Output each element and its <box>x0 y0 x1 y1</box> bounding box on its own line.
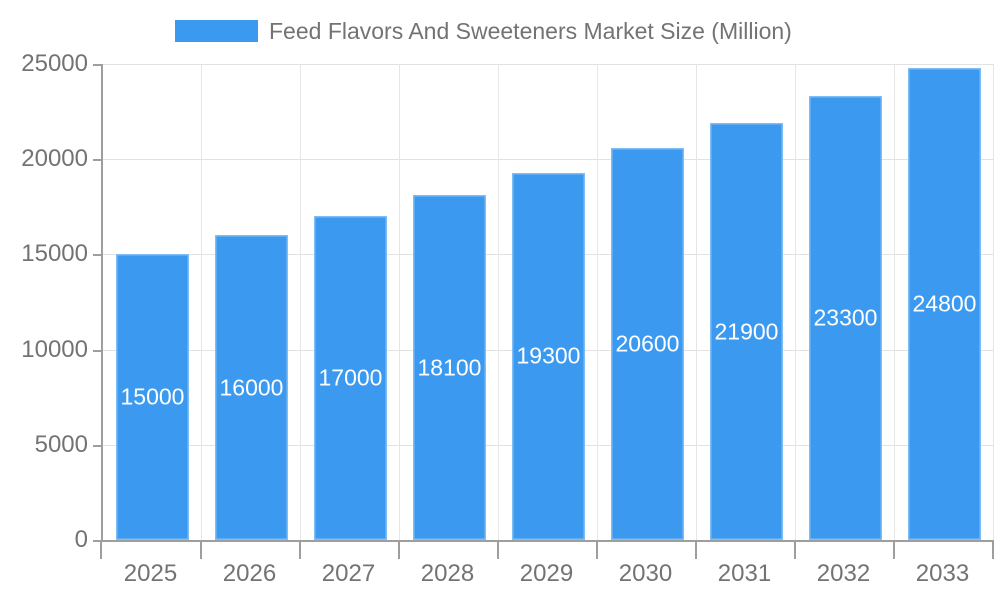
x-tick-label: 2031 <box>717 560 772 587</box>
bar-2027[interactable]: 17000 <box>314 216 387 540</box>
bar-value-label: 21900 <box>714 318 779 345</box>
bar-value-label: 20600 <box>615 330 680 357</box>
bar-2033[interactable]: 24800 <box>908 67 981 540</box>
y-tick-label: 25000 <box>21 50 88 77</box>
x-tick-label: 2033 <box>915 560 970 587</box>
y-axis-tick <box>93 159 101 162</box>
bar-value-label: 18100 <box>417 354 482 381</box>
bar-value-label: 24800 <box>912 290 977 317</box>
gridline-vertical <box>300 64 301 540</box>
bar-value-label: 15000 <box>120 383 185 410</box>
y-tick-label: 20000 <box>21 145 88 173</box>
gridline-horizontal <box>103 159 994 161</box>
x-axis-tick <box>100 542 102 559</box>
legend-swatch <box>175 20 258 42</box>
x-axis-tick <box>200 542 202 559</box>
x-tick-label: 2029 <box>519 560 574 587</box>
y-tick-label: 0 <box>74 526 88 553</box>
x-tick-label: 2028 <box>420 560 475 587</box>
gridline-vertical <box>399 64 400 540</box>
bar-2025[interactable]: 15000 <box>116 254 189 540</box>
gridline-vertical <box>795 64 796 540</box>
bar-2031[interactable]: 21900 <box>710 123 783 540</box>
legend-title: Feed Flavors And Sweeteners Market Size … <box>269 18 792 44</box>
x-tick-label: 2025 <box>123 560 178 587</box>
bar-2029[interactable]: 19300 <box>512 172 585 540</box>
x-axis-tick <box>398 542 400 559</box>
x-tick-label: 2030 <box>618 560 673 587</box>
bar-2026[interactable]: 16000 <box>215 235 288 540</box>
bar-value-label: 17000 <box>318 364 383 391</box>
gridline-vertical <box>597 64 598 540</box>
x-axis-tick <box>497 542 499 559</box>
y-axis-tick <box>93 540 101 542</box>
gridline-vertical <box>894 64 895 540</box>
legend-item[interactable]: Feed Flavors And Sweeteners Market Size … <box>175 17 792 45</box>
gridline-vertical <box>201 64 202 540</box>
x-tick-label: 2027 <box>321 560 376 587</box>
bar-2028[interactable]: 18100 <box>413 195 486 540</box>
x-axis-tick <box>596 542 598 559</box>
bar-value-label: 16000 <box>219 374 284 401</box>
gridline-vertical <box>498 64 499 540</box>
y-axis-tick <box>93 349 101 352</box>
y-axis-tick <box>93 64 101 66</box>
x-axis-tick <box>299 542 301 559</box>
y-axis-tick <box>93 444 101 447</box>
y-axis-tick <box>93 254 101 257</box>
bar-value-label: 23300 <box>813 304 878 331</box>
x-axis-tick <box>992 542 994 559</box>
x-axis-tick <box>695 542 697 559</box>
gridline-vertical <box>993 64 994 540</box>
bar-2032[interactable]: 23300 <box>809 96 882 540</box>
x-tick-label: 2032 <box>816 560 871 587</box>
plot-area: 15000 16000 17000 18100 19300 20600 21900 23300… <box>101 64 994 542</box>
x-axis-tick <box>794 542 796 559</box>
bar-2030[interactable]: 20600 <box>611 147 684 540</box>
y-tick-label: 15000 <box>21 240 88 268</box>
x-tick-label: 2026 <box>222 560 277 587</box>
y-tick-label: 5000 <box>34 430 88 458</box>
x-axis-tick <box>893 542 895 559</box>
gridline-horizontal <box>103 64 994 65</box>
bar-value-label: 19300 <box>516 342 581 369</box>
y-tick-label: 10000 <box>21 335 88 363</box>
gridline-vertical <box>696 64 697 540</box>
